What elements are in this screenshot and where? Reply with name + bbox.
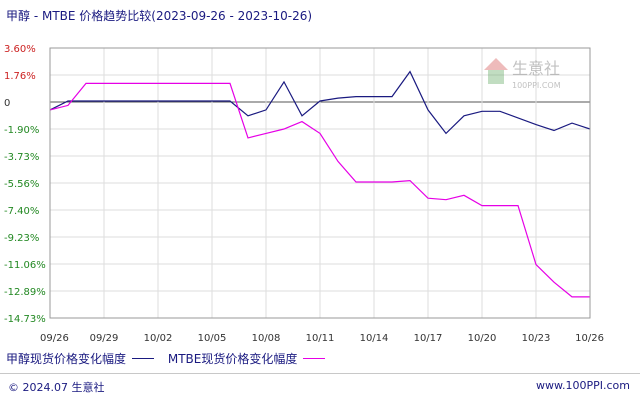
footer-copyright: © 2024.07 生意社 [8,381,105,394]
watermark-brand: 生意社 [512,59,560,78]
legend-label-mtbe: MTBE现货价格变化幅度 [167,352,298,366]
footer-divider [0,373,640,374]
y-tick-label: 1.76% [4,71,36,82]
chart-area: 3.60% 1.76% 0 -1.90% -3.73% -5.56% -7.40% -9.23… [4,44,604,344]
y-tick-label: -3.73% [4,152,39,163]
y-axis-ticks: 3.60% 1.76% 0 -1.90% -3.73% -5.56% -7.40% -9.23… [4,44,46,325]
chart-title: 甲醇 - MTBE 价格趋势比较(2023-09-26 - 2023-10-26… [6,9,313,23]
x-tick-label: 10/14 [360,333,389,344]
watermark-logo: 生意社 100PPI.COM [484,58,561,90]
x-tick-label: 10/26 [575,333,604,344]
x-tick-label: 09/26 [40,333,69,344]
y-tick-label: -12.89% [4,287,46,298]
x-tick-label: 09/29 [90,333,119,344]
legend-swatch-methanol [132,358,155,359]
watermark-url: 100PPI.COM [512,81,561,90]
y-tick-label: 3.60% [4,44,36,55]
x-axis-ticks: 09/26 09/29 10/02 10/05 10/08 10/11 10/14 10/17… [40,333,604,344]
footer-site-link[interactable]: www.100PPI.com [536,379,630,392]
y-tick-label: -11.06% [4,260,46,271]
legend-label-methanol: 甲醇现货价格变化幅度 [6,352,127,366]
legend-item-mtbe: MTBE现货价格变化幅度 [168,350,326,367]
y-tick-label: -14.73% [4,314,46,325]
plot-frame [49,47,591,319]
y-tick-label: -1.90% [4,125,39,136]
legend-swatch-mtbe [303,358,326,359]
x-tick-label: 10/11 [306,333,335,344]
x-tick-label: 10/08 [252,333,281,344]
series-line-mtbe [49,82,590,298]
series-line-methanol [49,70,591,135]
series-lines [49,70,591,298]
legend: 甲醇现货价格变化幅度 MTBE现货价格变化幅度 [6,350,335,367]
x-tick-label: 10/20 [468,333,497,344]
y-tick-label: 0 [4,98,10,109]
house-icon [484,58,508,84]
x-tick-label: 10/17 [414,333,443,344]
x-tick-label: 10/02 [144,333,173,344]
x-tick-label: 10/23 [522,333,551,344]
legend-item-methanol: 甲醇现货价格变化幅度 [6,350,155,367]
y-tick-label: -9.23% [4,233,39,244]
grid-lines [50,48,590,318]
y-tick-label: -5.56% [4,179,39,190]
y-tick-label: -7.40% [4,206,39,217]
x-tick-label: 10/05 [198,333,227,344]
